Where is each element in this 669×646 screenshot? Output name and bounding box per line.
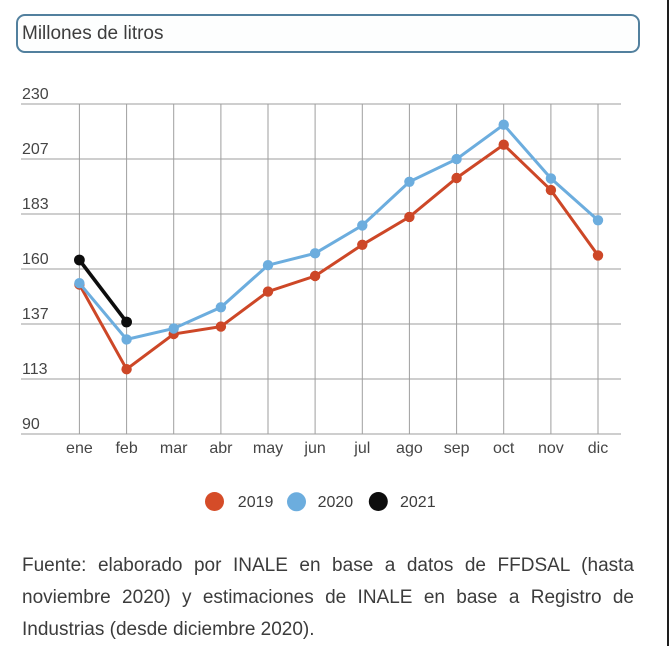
svg-text:dic: dic xyxy=(588,440,608,457)
svg-text:oct: oct xyxy=(493,440,515,457)
svg-text:2021: 2021 xyxy=(400,494,436,511)
svg-text:230: 230 xyxy=(22,86,49,103)
svg-text:207: 207 xyxy=(22,141,49,158)
svg-text:sep: sep xyxy=(444,440,470,457)
svg-text:nov: nov xyxy=(538,440,564,457)
svg-text:mar: mar xyxy=(160,440,188,457)
svg-text:2019: 2019 xyxy=(238,494,274,511)
svg-text:160: 160 xyxy=(22,251,49,268)
svg-text:abr: abr xyxy=(209,440,233,457)
svg-text:90: 90 xyxy=(22,416,40,433)
svg-text:feb: feb xyxy=(115,440,137,457)
svg-text:jun: jun xyxy=(303,440,325,457)
svg-text:137: 137 xyxy=(22,306,49,323)
svg-text:may: may xyxy=(253,440,283,457)
svg-text:183: 183 xyxy=(22,196,49,213)
svg-text:113: 113 xyxy=(22,361,48,378)
svg-text:ene: ene xyxy=(66,440,93,457)
svg-text:jul: jul xyxy=(353,440,370,457)
svg-text:2020: 2020 xyxy=(318,494,354,511)
svg-text:ago: ago xyxy=(396,440,423,457)
